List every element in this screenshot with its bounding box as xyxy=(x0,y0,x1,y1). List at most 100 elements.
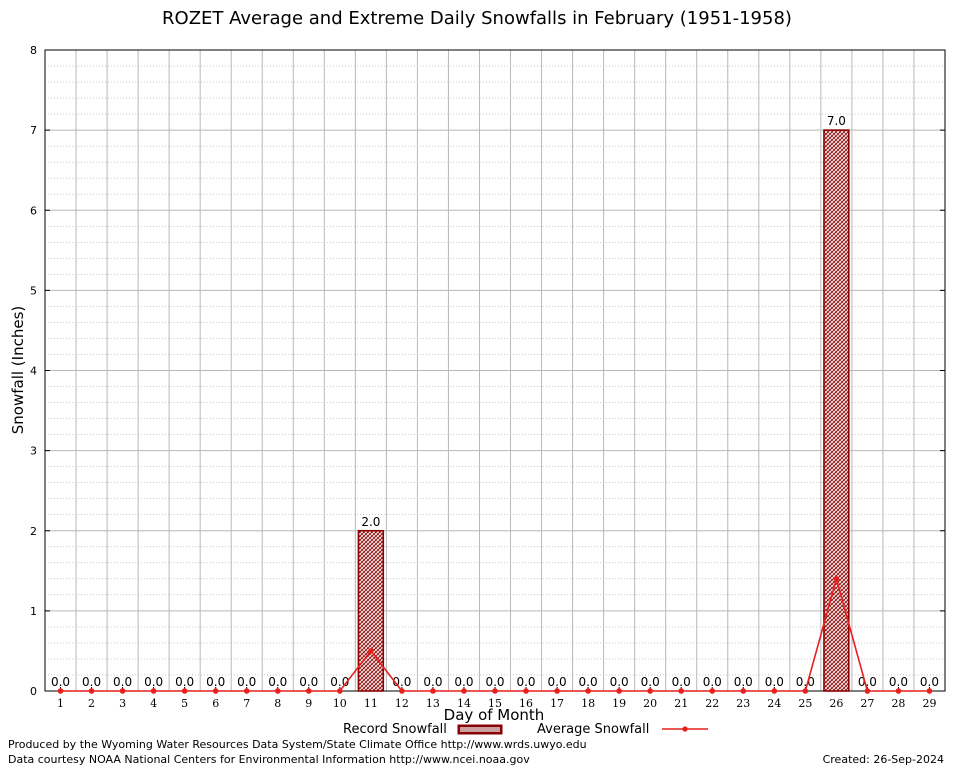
average-snowfall-point xyxy=(523,688,529,694)
y-tick-label: 3 xyxy=(30,445,37,458)
x-axis-label: Day of Month xyxy=(443,706,545,724)
average-snowfall-point xyxy=(150,688,157,694)
average-snowfall-point xyxy=(492,688,498,694)
x-tick-label: 8 xyxy=(274,697,281,710)
x-tick-label: 6 xyxy=(212,697,219,710)
x-tick-label: 11 xyxy=(364,697,378,710)
average-snowfall-point xyxy=(399,688,405,694)
average-snowfall-point xyxy=(678,688,685,694)
x-tick-label: 13 xyxy=(426,697,440,710)
bar-value-label: 0.0 xyxy=(548,675,567,689)
average-snowfall-point xyxy=(181,688,188,694)
average-snowfall-point xyxy=(709,688,716,694)
x-tick-label: 23 xyxy=(736,697,750,710)
bar-value-label: 0.0 xyxy=(516,675,535,689)
bar-value-label: 0.0 xyxy=(579,675,598,689)
record-snowfall-bar xyxy=(357,529,385,692)
average-snowfall-point xyxy=(461,688,467,694)
average-snowfall-point xyxy=(833,576,840,582)
average-snowfall-point xyxy=(895,688,902,694)
bar-value-label: 0.0 xyxy=(796,675,815,689)
x-tick-label: 27 xyxy=(860,697,874,710)
y-tick-label: 2 xyxy=(30,525,37,538)
average-snowfall-point xyxy=(243,688,250,694)
bar-value-label: 0.0 xyxy=(175,675,194,689)
footer-created: Created: 26-Sep-2024 xyxy=(822,753,944,766)
y-tick-label: 7 xyxy=(30,124,37,137)
x-tick-label: 22 xyxy=(705,697,719,710)
average-snowfall-point xyxy=(647,688,653,694)
bar-value-label: 0.0 xyxy=(703,675,722,689)
x-tick-label: 19 xyxy=(612,697,626,710)
x-tick-label: 20 xyxy=(643,697,657,710)
average-snowfall-point xyxy=(119,688,126,694)
footer-data-courtesy: Data courtesy NOAA National Centers for … xyxy=(8,753,530,766)
bar-value-label: 7.0 xyxy=(827,114,846,128)
bar-value-label: 0.0 xyxy=(268,675,287,689)
x-tick-label: 25 xyxy=(798,697,812,710)
y-tick-label: 8 xyxy=(30,44,37,57)
bar-value-label: 2.0 xyxy=(361,515,380,529)
average-snowfall-point xyxy=(88,688,95,694)
average-snowfall-point xyxy=(802,688,809,694)
y-tick-label: 4 xyxy=(30,365,37,378)
bar-value-label: 0.0 xyxy=(206,675,225,689)
x-tick-label: 5 xyxy=(181,697,188,710)
bar-value-label: 0.0 xyxy=(858,675,877,689)
average-snowfall-point xyxy=(430,688,436,694)
x-tick-label: 18 xyxy=(581,697,595,710)
bar-value-label: 0.0 xyxy=(144,675,163,689)
y-tick-label: 1 xyxy=(30,605,37,618)
x-tick-label: 15 xyxy=(488,697,502,710)
x-tick-label: 1 xyxy=(57,697,64,710)
x-tick-label: 7 xyxy=(243,697,250,710)
bar-value-label: 0.0 xyxy=(423,675,442,689)
average-snowfall-point xyxy=(305,688,312,694)
footer-produced-by: Produced by the Wyoming Water Resources … xyxy=(8,738,587,751)
average-snowfall-point xyxy=(57,688,64,694)
bar-value-label: 0.0 xyxy=(51,675,70,689)
bar-value-label: 0.0 xyxy=(485,675,504,689)
average-snowfall-point xyxy=(337,688,343,694)
x-tick-label: 10 xyxy=(333,697,347,710)
bar-value-label: 0.0 xyxy=(237,675,256,689)
bar-value-label: 0.0 xyxy=(641,675,660,689)
legend-record-swatch xyxy=(457,724,503,735)
bar-value-label: 0.0 xyxy=(889,675,908,689)
x-tick-label: 4 xyxy=(150,697,157,710)
bar-value-label: 0.0 xyxy=(113,675,132,689)
bar-value-label: 0.0 xyxy=(672,675,691,689)
bar-value-label: 0.0 xyxy=(920,675,939,689)
x-tick-label: 2 xyxy=(88,697,95,710)
average-snowfall-point xyxy=(740,688,747,694)
bar-value-label: 0.0 xyxy=(610,675,629,689)
x-tick-label: 17 xyxy=(550,697,564,710)
x-tick-label: 26 xyxy=(829,697,843,710)
legend-average-label: Average Snowfall xyxy=(537,722,650,737)
average-snowfall-point xyxy=(554,688,560,694)
bar-value-label: 0.0 xyxy=(82,675,101,689)
x-tick-label: 14 xyxy=(457,697,471,710)
bar-value-label: 0.0 xyxy=(299,675,318,689)
average-snowfall-point xyxy=(616,688,622,694)
legend-record-label: Record Snowfall xyxy=(343,722,447,737)
x-tick-label: 28 xyxy=(891,697,905,710)
x-tick-label: 16 xyxy=(519,697,533,710)
y-tick-label: 5 xyxy=(30,284,37,297)
x-tick-label: 21 xyxy=(674,697,688,710)
average-snowfall-point xyxy=(585,688,591,694)
average-snowfall-point xyxy=(212,688,219,694)
x-tick-label: 9 xyxy=(305,697,312,710)
average-snowfall-point xyxy=(368,648,374,654)
x-tick-label: 29 xyxy=(922,697,936,710)
bar-value-label: 0.0 xyxy=(734,675,753,689)
average-snowfall-point xyxy=(274,688,281,694)
average-snowfall-point xyxy=(864,688,871,694)
bar-value-label: 0.0 xyxy=(765,675,784,689)
bar-value-label: 0.0 xyxy=(454,675,473,689)
average-snowfall-point xyxy=(771,688,778,694)
average-snowfall-point xyxy=(926,688,933,694)
y-tick-label: 0 xyxy=(30,685,37,698)
x-tick-label: 24 xyxy=(767,697,781,710)
